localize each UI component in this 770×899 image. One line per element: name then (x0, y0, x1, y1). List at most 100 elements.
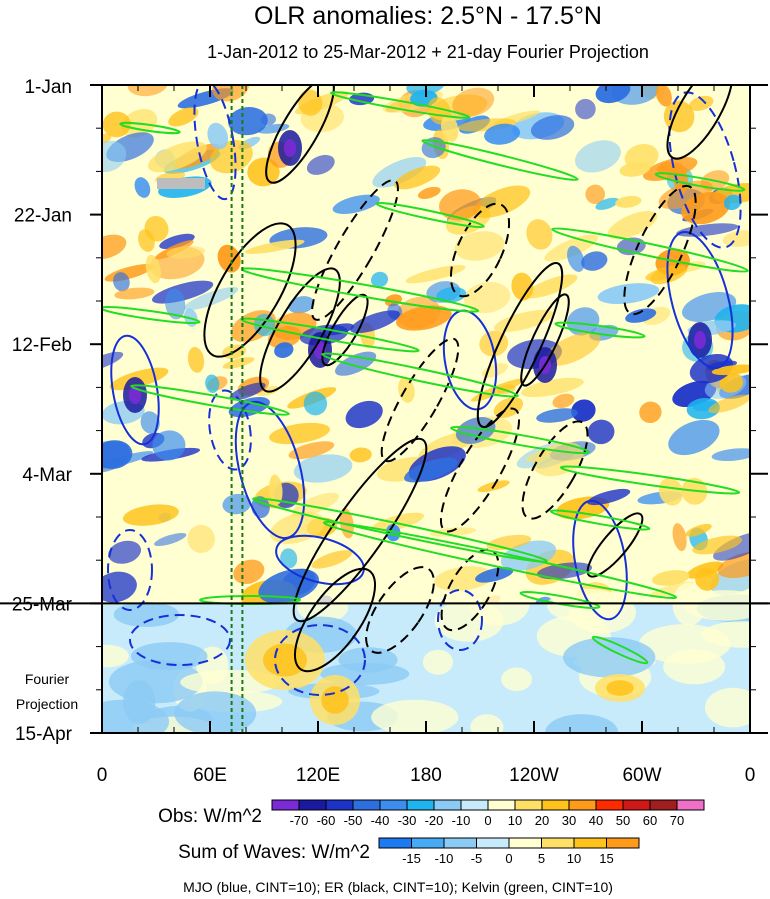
projection-patch (563, 637, 656, 678)
colorbar-label: 40 (589, 813, 603, 828)
mjo-contour (107, 529, 153, 611)
colorbar-label: 15 (599, 851, 613, 866)
colorbar-box (508, 837, 542, 849)
er-contour (293, 567, 377, 673)
obs-anomaly-patch (332, 194, 380, 214)
mjo-contour (275, 534, 365, 586)
projection-patch (568, 592, 636, 634)
er-contour (623, 184, 697, 316)
er-contour (439, 407, 521, 533)
x-tick-label: 120W (509, 765, 559, 786)
colorbar-box (378, 837, 412, 849)
obs-anomaly-patch (187, 524, 216, 553)
obs-anomaly-patch (274, 342, 294, 358)
obs-anomaly-patch (500, 540, 557, 571)
projection-patch (422, 649, 454, 675)
projection-patch (371, 699, 459, 733)
obs-anomaly-patch (713, 531, 750, 561)
kelvin-contour (591, 635, 649, 665)
obs-anomaly-patch (108, 540, 142, 564)
colorbar-label: 5 (538, 851, 545, 866)
obs-anomaly-patch (688, 95, 714, 111)
waves-legend-colorbar: -15 -10 -5 0 5 10 15 (378, 837, 640, 866)
y-tick-label: 22-Jan (14, 206, 72, 227)
er-contour (449, 202, 511, 298)
projection-patch (501, 667, 532, 692)
mjo-contour (666, 230, 734, 370)
projection-patch (174, 691, 257, 733)
obs-anomaly-patch (455, 417, 496, 444)
colorbar-box (271, 799, 300, 811)
kelvin-contour (421, 139, 579, 181)
obs-anomaly-patch (597, 283, 660, 305)
obs-anomaly-patch (475, 567, 514, 583)
colorbar-label: -70 (290, 813, 309, 828)
colorbar-label: 50 (616, 813, 630, 828)
y-tick-label: 25-Mar (12, 594, 73, 615)
obs-shading-layer (102, 85, 750, 611)
er-contour (380, 337, 460, 463)
projection-patch (705, 687, 750, 728)
obs-anomaly-patch (269, 474, 283, 505)
plot-area (0, 84, 770, 734)
obs-anomaly-patch (571, 399, 596, 422)
obs-anomaly-patch (350, 310, 400, 334)
projection-patch (113, 602, 180, 627)
obs-anomaly-patch (624, 144, 659, 170)
y-tick-label: 1-Jan (24, 77, 72, 98)
kelvin-contour (375, 201, 485, 229)
obs-anomaly-patch (372, 156, 427, 188)
colorbar-box (676, 799, 705, 811)
colorbar-box (649, 799, 678, 811)
colorbar-box (433, 799, 462, 811)
er-contour (586, 512, 644, 578)
obs-anomaly-patch (438, 189, 482, 221)
er-contour (259, 267, 341, 393)
obs-anomaly-patch (183, 287, 239, 311)
colorbar-box (411, 837, 445, 849)
colorbar-box (352, 799, 381, 811)
mjo-contour (193, 85, 237, 201)
colorbar-label: -10 (452, 813, 471, 828)
obs-anomaly-patch (122, 504, 179, 526)
colorbar-box (595, 799, 624, 811)
contour-note: MJO (blue, CINT=10); ER (black, CINT=10)… (183, 879, 613, 895)
obs-anomaly-patch (394, 165, 441, 190)
er-contour (203, 222, 297, 358)
kelvin-contour (321, 352, 519, 398)
kelvin-contour (330, 91, 470, 119)
obs-anomaly-patch (581, 251, 608, 271)
colorbar-label: 10 (567, 851, 581, 866)
kelvin-contour (119, 121, 181, 135)
obs-anomaly-patch (530, 115, 575, 140)
colorbar-label: -60 (317, 813, 336, 828)
obs-anomaly-patch (145, 254, 161, 284)
obs-anomaly-patch (695, 567, 720, 591)
obs-anomaly-patch (526, 219, 553, 250)
obs-anomaly-patch (217, 244, 241, 273)
mjo-contour (437, 589, 483, 651)
obs-deep-core (694, 331, 706, 349)
obs-anomaly-patch (349, 447, 372, 463)
x-tick-label: 0 (97, 765, 108, 786)
colorbar-label: 0 (505, 851, 512, 866)
er-contour (440, 548, 500, 632)
er-contour (321, 293, 369, 367)
projection-patch (102, 644, 129, 668)
obs-anomaly-patch (293, 454, 353, 483)
obs-anomaly-patch (222, 493, 251, 515)
projection-patch (470, 714, 504, 733)
obs-anomaly-patch (417, 186, 441, 199)
mjo-contour (129, 614, 231, 666)
obs-anomaly-patch (102, 440, 133, 469)
colorbar-box (487, 799, 516, 811)
waves-legend-label: Sum of Waves: W/m^2 (178, 842, 370, 863)
obs-anomaly-patch (655, 85, 672, 107)
obs-anomaly-patch (595, 197, 619, 210)
contour-layer (102, 85, 749, 696)
projection-patch (102, 699, 170, 733)
obs-anomaly-patch (452, 87, 495, 117)
obs-anomaly-patch (311, 550, 353, 569)
obs-deep-core (284, 139, 296, 157)
obs-anomaly-patch (370, 271, 389, 288)
